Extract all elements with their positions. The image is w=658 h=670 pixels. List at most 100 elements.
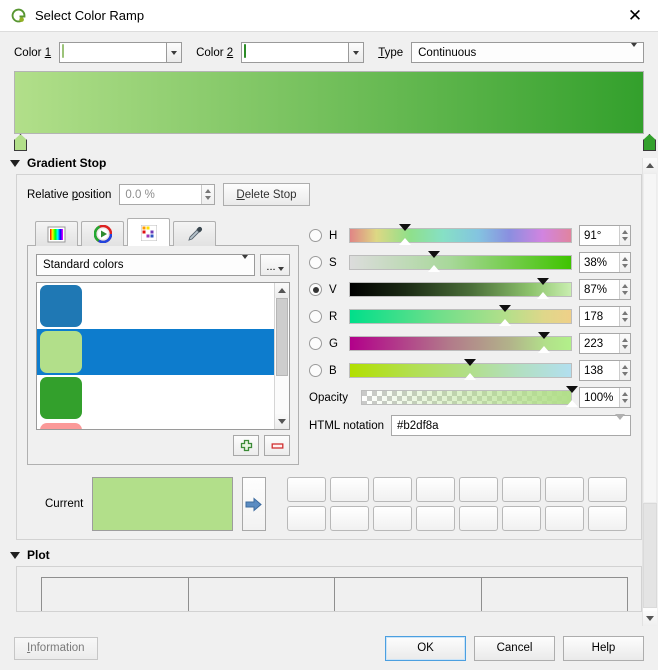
opacity-slider-handle[interactable] (566, 386, 578, 393)
red-value-stepper[interactable] (579, 306, 631, 327)
html-notation-input[interactable]: #b2df8a (391, 413, 631, 436)
relative-position-stepper[interactable] (119, 184, 216, 205)
stop-start[interactable] (14, 134, 27, 151)
blue-slider-handle[interactable] (463, 359, 476, 366)
value-slider-handle-lower[interactable] (537, 292, 549, 299)
stop-end[interactable] (643, 134, 656, 151)
red-slider[interactable] (349, 305, 572, 326)
tab-color-wheel[interactable] (81, 221, 124, 246)
color-slot[interactable] (287, 477, 326, 502)
tab-color-square[interactable] (35, 221, 78, 246)
radio-hue[interactable] (309, 229, 322, 242)
scheme-more-button[interactable]: ... (260, 254, 290, 276)
tab-eyedropper[interactable] (173, 221, 216, 246)
scroll-up-icon[interactable] (643, 158, 657, 173)
relative-position-input[interactable] (120, 185, 201, 204)
saturation-slider-handle[interactable] (427, 251, 440, 258)
plot-section-header[interactable]: Plot (0, 546, 658, 566)
scroll-down-icon[interactable] (643, 611, 657, 626)
color-list-scroll-track[interactable] (275, 298, 289, 414)
scroll-down-icon[interactable] (275, 414, 289, 429)
color-scheme-select[interactable]: Standard colors (36, 254, 255, 276)
color-list-scroll-thumb[interactable] (276, 298, 288, 376)
ok-button[interactable]: OK (385, 635, 466, 661)
radio-saturation[interactable] (309, 256, 322, 269)
list-item[interactable] (37, 375, 274, 421)
tab-color-swatches[interactable] (127, 218, 170, 246)
help-button[interactable]: Help (563, 635, 644, 661)
color-slot[interactable] (330, 506, 369, 531)
close-icon[interactable]: ✕ (627, 5, 643, 26)
scroll-up-icon[interactable] (275, 283, 289, 298)
green-slider-track[interactable] (349, 336, 572, 351)
collapse-triangle-icon[interactable] (10, 551, 20, 559)
list-item[interactable] (37, 329, 274, 375)
opacity-slider-handle-lower[interactable] (566, 400, 578, 407)
remove-color-button[interactable] (264, 435, 290, 456)
collapse-triangle-icon[interactable] (10, 159, 20, 167)
value-slider-track[interactable] (349, 282, 572, 297)
hue-slider-handle-lower[interactable] (399, 238, 412, 245)
red-slider-handle[interactable] (498, 305, 511, 312)
color-slot[interactable] (545, 477, 584, 502)
stepper-arrows[interactable] (618, 307, 630, 326)
red-slider-track[interactable] (349, 309, 572, 324)
stepper-arrows[interactable] (618, 388, 630, 407)
color-slot[interactable] (588, 506, 627, 531)
radio-red[interactable] (309, 310, 322, 323)
stepper-arrows[interactable] (618, 253, 630, 272)
color-slot[interactable] (330, 477, 369, 502)
value-value-stepper[interactable] (579, 279, 631, 300)
radio-blue[interactable] (309, 364, 322, 377)
color1-combo[interactable] (59, 42, 183, 63)
color-slot[interactable] (588, 477, 627, 502)
value-value-input[interactable] (580, 280, 619, 299)
saturation-slider[interactable] (349, 251, 572, 272)
opacity-value-stepper[interactable] (579, 387, 631, 408)
blue-value-stepper[interactable] (579, 360, 631, 381)
gradient-stop-section-header[interactable]: Gradient Stop (0, 154, 658, 174)
opacity-slider[interactable] (361, 386, 578, 407)
green-value-input[interactable] (580, 334, 619, 353)
color-slot[interactable] (459, 506, 498, 531)
green-slider-handle[interactable] (537, 332, 550, 339)
color-slot[interactable] (416, 506, 455, 531)
green-slider-handle-lower[interactable] (537, 346, 550, 353)
stepper-arrows[interactable] (618, 334, 630, 353)
color2-combo[interactable] (241, 42, 365, 63)
color-slot[interactable] (287, 506, 326, 531)
color-slot[interactable] (373, 506, 412, 531)
saturation-value-input[interactable] (580, 253, 619, 272)
type-select[interactable]: Continuous (411, 42, 644, 63)
saturation-slider-handle-lower[interactable] (427, 265, 440, 272)
list-item[interactable] (37, 283, 274, 329)
gradient-stop-handles[interactable] (8, 134, 656, 154)
red-slider-handle-lower[interactable] (498, 319, 511, 326)
blue-slider-handle-lower[interactable] (463, 373, 476, 380)
opacity-value-input[interactable] (580, 388, 619, 407)
color-slot[interactable] (373, 477, 412, 502)
color1-swatch-button[interactable] (59, 42, 168, 63)
color-slot[interactable] (502, 477, 541, 502)
hue-value-stepper[interactable] (579, 225, 631, 246)
dialog-scroll-thumb[interactable] (643, 173, 657, 503)
transfer-color-button[interactable] (241, 477, 266, 531)
hue-value-input[interactable] (580, 226, 619, 245)
color-slot[interactable] (459, 477, 498, 502)
dialog-scroll-thumb-lower[interactable] (643, 503, 657, 608)
radio-value[interactable] (309, 283, 322, 296)
red-value-input[interactable] (580, 307, 619, 326)
hue-slider[interactable] (349, 224, 572, 245)
green-value-stepper[interactable] (579, 333, 631, 354)
color-slot[interactable] (502, 506, 541, 531)
dialog-scroll-track[interactable] (643, 173, 657, 611)
stepper-arrows[interactable] (200, 185, 215, 204)
stepper-arrows[interactable] (618, 361, 630, 380)
saturation-value-stepper[interactable] (579, 252, 631, 273)
color1-dropdown-arrow[interactable] (167, 42, 183, 63)
blue-value-input[interactable] (580, 361, 619, 380)
chevron-down-icon[interactable] (615, 413, 625, 432)
color2-dropdown-arrow[interactable] (349, 42, 365, 63)
color-swatch-list-items[interactable] (37, 283, 274, 429)
